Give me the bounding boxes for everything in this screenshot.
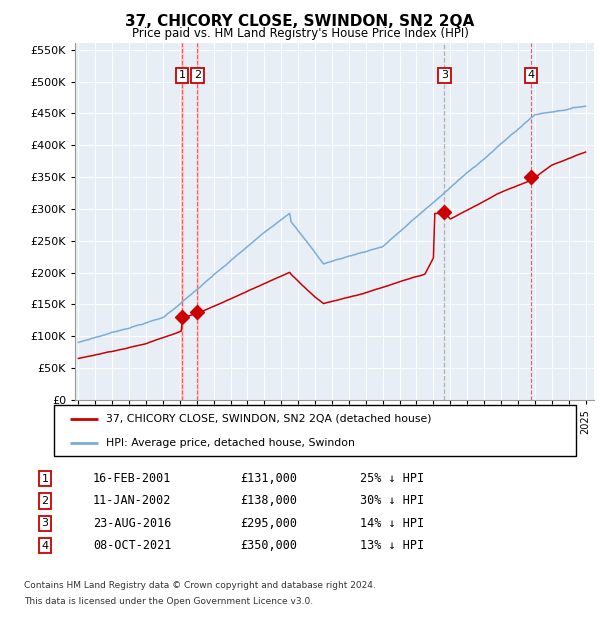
Text: 11-JAN-2002: 11-JAN-2002: [93, 495, 172, 507]
Text: 13% ↓ HPI: 13% ↓ HPI: [360, 539, 424, 552]
Bar: [197, 43, 198, 400]
Text: This data is licensed under the Open Government Licence v3.0.: This data is licensed under the Open Gov…: [24, 597, 313, 606]
Text: £131,000: £131,000: [240, 472, 297, 485]
Text: 4: 4: [527, 71, 535, 81]
Text: 3: 3: [41, 518, 49, 528]
Text: 1: 1: [41, 474, 49, 484]
Text: 30% ↓ HPI: 30% ↓ HPI: [360, 495, 424, 507]
Text: Contains HM Land Registry data © Crown copyright and database right 2024.: Contains HM Land Registry data © Crown c…: [24, 581, 376, 590]
Text: 3: 3: [441, 71, 448, 81]
Text: 16-FEB-2001: 16-FEB-2001: [93, 472, 172, 485]
Text: 4: 4: [41, 541, 49, 551]
Text: 23-AUG-2016: 23-AUG-2016: [93, 517, 172, 529]
Text: 37, CHICORY CLOSE, SWINDON, SN2 2QA: 37, CHICORY CLOSE, SWINDON, SN2 2QA: [125, 14, 475, 29]
Text: £295,000: £295,000: [240, 517, 297, 529]
Text: 08-OCT-2021: 08-OCT-2021: [93, 539, 172, 552]
Text: 1: 1: [178, 71, 185, 81]
Bar: [181, 43, 182, 400]
Text: 2: 2: [194, 71, 201, 81]
Text: 37, CHICORY CLOSE, SWINDON, SN2 2QA (detached house): 37, CHICORY CLOSE, SWINDON, SN2 2QA (det…: [106, 414, 432, 423]
FancyBboxPatch shape: [54, 405, 576, 456]
Text: 25% ↓ HPI: 25% ↓ HPI: [360, 472, 424, 485]
Text: 14% ↓ HPI: 14% ↓ HPI: [360, 517, 424, 529]
Text: 2: 2: [41, 496, 49, 506]
Text: £350,000: £350,000: [240, 539, 297, 552]
Text: HPI: Average price, detached house, Swindon: HPI: Average price, detached house, Swin…: [106, 438, 355, 448]
Text: £138,000: £138,000: [240, 495, 297, 507]
Text: Price paid vs. HM Land Registry's House Price Index (HPI): Price paid vs. HM Land Registry's House …: [131, 27, 469, 40]
